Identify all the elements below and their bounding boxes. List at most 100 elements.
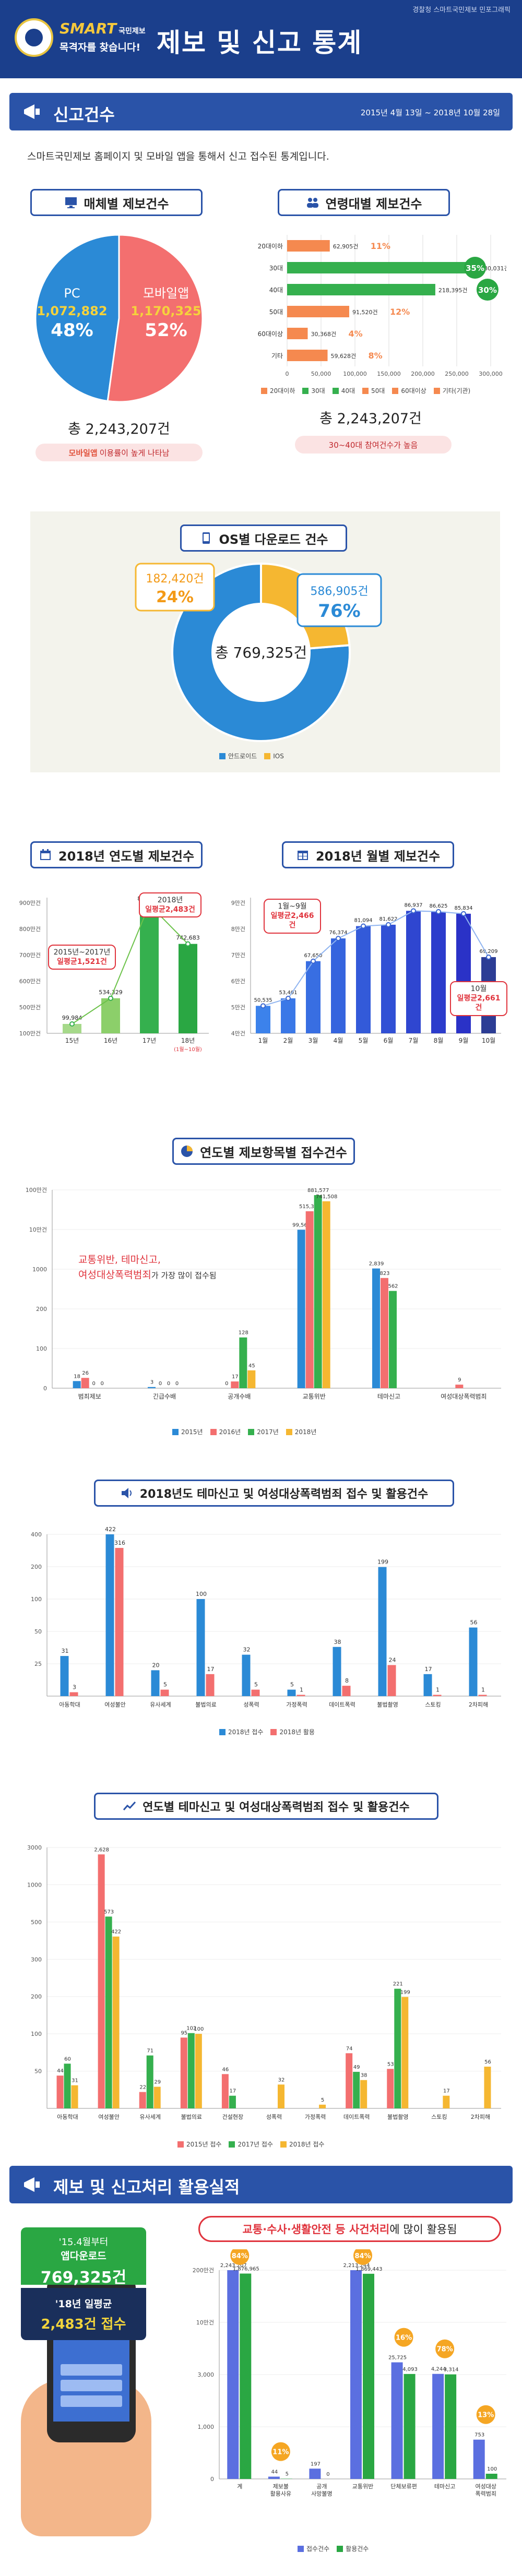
theme-yearly-card-title-text: 연도별 테마신고 및 여성대상폭력범죄 접수 및 활용건수 bbox=[143, 1801, 410, 1814]
theme2018-category: 성폭력 bbox=[243, 1701, 259, 1708]
badge-line3: 769,325건 bbox=[40, 2269, 127, 2287]
theme2018-category: 2차피해 bbox=[469, 1701, 488, 1708]
usage-category: 공개 bbox=[316, 2483, 327, 2490]
theme2018-bar-label: 316 bbox=[114, 1540, 125, 1546]
monthly-bar-label: 86,625 bbox=[430, 903, 448, 909]
category-bar bbox=[389, 1291, 397, 1388]
os-card-title: OS별 다운로드 건수 bbox=[180, 524, 347, 552]
header-owner: 경찰청 스마트국민제보 민포그래픽 bbox=[412, 6, 511, 14]
theme-yearly-bar bbox=[187, 2033, 195, 2108]
theme-yearly-legend-swatch bbox=[177, 2141, 184, 2148]
category-bar-label: 0 bbox=[175, 1381, 179, 1387]
theme-yearly-bar-label: 221 bbox=[393, 1982, 403, 1987]
monthly-ytick: 7만건 bbox=[231, 952, 245, 959]
theme2018-legend-item: 2018년 활용 bbox=[270, 1727, 315, 1736]
theme2018-legend-swatch bbox=[270, 1728, 277, 1735]
yearly-card-title-text: 2018년 연도별 제보건수 bbox=[58, 849, 195, 864]
monthly-bar-label: 86,937 bbox=[405, 902, 423, 908]
usage-rate-badge bbox=[435, 2339, 455, 2358]
theme2018-category: 스토킹 bbox=[425, 1701, 441, 1708]
theme-yearly-bar-label: 102 bbox=[186, 2026, 196, 2032]
theme2018-bar-label: 38 bbox=[334, 1639, 341, 1645]
usage-category: 단체보류편 bbox=[390, 2483, 417, 2490]
age-legend-label: 20대이하 bbox=[270, 387, 295, 395]
yearly-bar-label: 534,329 bbox=[99, 989, 123, 996]
age-xtick: 100,000 bbox=[343, 371, 367, 377]
theme-yearly-bar-label: 31 bbox=[72, 2078, 78, 2084]
age-percent: 35% bbox=[466, 264, 484, 273]
theme2018-bar-label: 1 bbox=[300, 1687, 303, 1694]
theme-yearly-bar bbox=[360, 2080, 367, 2108]
yearly-callout-a-line2: 일평균1,521건 bbox=[57, 958, 107, 967]
age-category-label: 기타 bbox=[271, 352, 283, 360]
age-legend-item: 기타(기관) bbox=[433, 386, 470, 395]
theme-yearly-category: 아동학대 bbox=[57, 2114, 78, 2120]
category-ytick: 10만건 bbox=[29, 1226, 47, 1233]
usage-legend: 접수건수 활용건수 bbox=[298, 2544, 376, 2553]
age-legend-swatch bbox=[362, 387, 369, 394]
category-bar bbox=[305, 1211, 314, 1388]
theme-yearly-bar bbox=[195, 2034, 202, 2108]
usage-bar-label: 44 bbox=[271, 2470, 278, 2475]
theme-yearly-legend-label: 2015년 접수 bbox=[186, 2141, 222, 2148]
phone-screen-bar-1 bbox=[61, 2364, 122, 2376]
phone-screen-bar-3 bbox=[61, 2395, 122, 2407]
monthly-bar-chart: 4만건 5만건 6만건 7만건 8만건 9만건 50,535 1월 53,401 2월 67,650… bbox=[231, 898, 501, 1044]
theme-yearly-category: 성폭력 bbox=[266, 2114, 282, 2120]
yearly-bar-label: 99,984 bbox=[62, 1015, 82, 1021]
monthly-trend-point bbox=[311, 958, 316, 964]
category-bar-label: 0 bbox=[100, 1381, 103, 1387]
os-donut-chart: 총 769,325건 586,905건 76% 182,420건 24% bbox=[135, 562, 382, 742]
os-android-box bbox=[296, 573, 382, 627]
theme2018-bar bbox=[478, 1695, 487, 1696]
usage-category: 테마신고 bbox=[434, 2483, 455, 2490]
theme-yearly-bar-label: 95 bbox=[181, 2030, 187, 2036]
age-legend-swatch bbox=[392, 387, 399, 394]
theme2018-ytick: 400 bbox=[31, 1531, 42, 1538]
theme-yearly-bar bbox=[229, 2095, 236, 2108]
monthly-card-title-text: 2018년 월별 제보건수 bbox=[315, 849, 441, 864]
logo-sub: 국민제보 bbox=[118, 27, 146, 35]
yearly-ytick: 100만건 bbox=[19, 1030, 41, 1037]
theme-yearly-bar bbox=[146, 2055, 153, 2108]
report-period: 2015년 4월 13일 ~ 2018년 10월 28일 bbox=[360, 108, 500, 117]
theme2018-bar bbox=[206, 1674, 215, 1696]
age-bar-chart: 0 50,000 100,000 150,000 200,000 250,000 300,0… bbox=[258, 235, 506, 377]
monthly-ytick: 4만건 bbox=[231, 1030, 245, 1037]
section-title-usage: 제보 및 신고처리 활용실적 bbox=[53, 2177, 240, 2197]
category-highlight-line2-rest: 가 가장 많이 접수됨 bbox=[151, 1271, 217, 1281]
badge-line4: '18년 일평균 bbox=[55, 2298, 112, 2310]
age-category-label: 20대이하 bbox=[258, 243, 283, 250]
usage-rate: 78% bbox=[437, 2346, 453, 2354]
monthly-category: 1월 bbox=[258, 1037, 268, 1044]
age-percent-badge bbox=[476, 279, 499, 301]
theme-yearly-bar bbox=[221, 2074, 229, 2108]
police-emblem-icon bbox=[15, 18, 53, 57]
usage-rate-badge bbox=[230, 2249, 250, 2265]
theme-yearly-bar-label: 56 bbox=[484, 2059, 491, 2065]
monthly-bar bbox=[356, 926, 371, 1033]
age-legend-label: 30대 bbox=[311, 387, 325, 395]
theme-yearly-bar-label: 32 bbox=[278, 2077, 285, 2083]
usage-bar bbox=[363, 2273, 374, 2479]
monthly-trend-line bbox=[263, 910, 489, 1007]
theme2018-bar-label: 5 bbox=[290, 1681, 294, 1688]
media-slice-value: 1,072,882 bbox=[37, 304, 107, 318]
usage-bar bbox=[391, 2362, 403, 2479]
monthly-bar bbox=[256, 1006, 270, 1033]
theme-yearly-ytick: 3000 bbox=[27, 1844, 42, 1851]
age-xtick: 50,000 bbox=[311, 371, 331, 377]
usage-rate: 84% bbox=[354, 2252, 371, 2260]
age-percent: 11% bbox=[371, 241, 390, 251]
theme2018-bar-label: 1 bbox=[436, 1687, 440, 1694]
os-donut-hole bbox=[211, 603, 311, 702]
monthly-callout-a-line2: 일평균2,466건 bbox=[270, 912, 314, 930]
usage-bar-label: 0 bbox=[326, 2472, 329, 2477]
theme-yearly-legend: 2015년 접수 2017년 접수 2018년 접수 bbox=[177, 2140, 331, 2149]
theme-yearly-ytick: 100 bbox=[31, 2031, 42, 2037]
monthly-bar-label: 67,650 bbox=[304, 953, 323, 959]
category-bar-label: 9 bbox=[458, 1377, 461, 1383]
usage-bar-label: 25,725 bbox=[388, 2355, 407, 2361]
theme2018-bar-chart: 25 50 100 200 400 31 3 아동학대 422 316 여성불안 20 5 유사세계 100… bbox=[31, 1526, 501, 1708]
